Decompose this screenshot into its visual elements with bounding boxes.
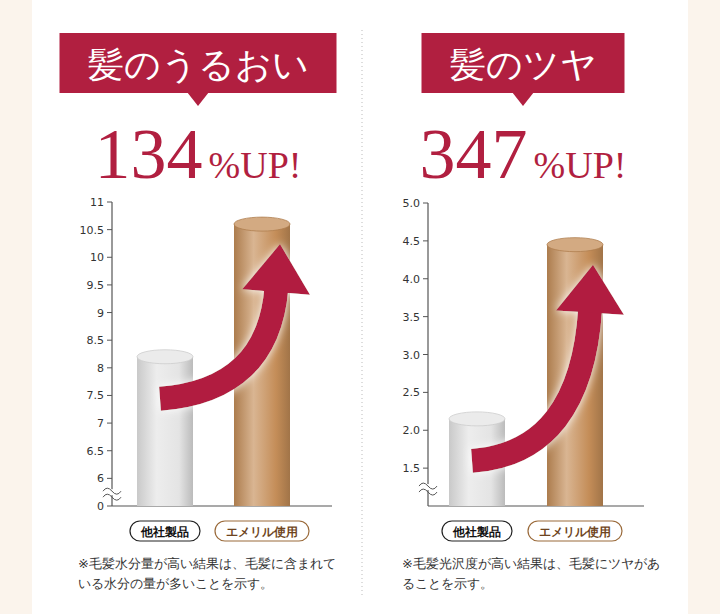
category-pill: エメリル使用 (528, 521, 622, 541)
pill-box (215, 521, 309, 541)
y-tick (107, 312, 112, 313)
y-tick-label: 6.5 (87, 445, 105, 458)
y-axis (111, 202, 112, 506)
headline-number: 134 (95, 114, 203, 194)
headline-suffix: %UP! (209, 144, 302, 186)
y-tick (423, 240, 428, 241)
y-tick-label: 0 (97, 500, 104, 513)
axis-break (103, 488, 121, 500)
category-label: エメリル使用 (226, 525, 298, 539)
y-tick (423, 430, 428, 431)
pill-box (528, 521, 622, 541)
y-tick-label: 4.5 (403, 235, 421, 248)
note: ※毛髪光沢度が高い結果は、毛髪にツヤがあることを示す。 (402, 554, 664, 594)
bar-top (234, 217, 290, 231)
axis-break-wave (419, 489, 437, 495)
category-label: 他社製品 (140, 525, 189, 539)
headline-number: 347 (420, 114, 528, 194)
arrow-head (556, 265, 624, 315)
headline: 347%UP! (420, 114, 627, 194)
title: 髪のツヤ (450, 45, 597, 85)
arrow (160, 244, 310, 399)
y-tick-label: 9 (97, 307, 104, 320)
category-label: 他社製品 (452, 525, 501, 539)
headline-suffix: %UP! (534, 144, 627, 186)
title-banner: 髪のうるおい (60, 33, 337, 106)
pill-box (442, 521, 512, 541)
y-tick (107, 257, 112, 258)
arrow-body (472, 309, 590, 461)
category-pill: 他社製品 (442, 521, 512, 541)
bars (449, 238, 603, 506)
y-tick (423, 278, 428, 279)
y-tick-label: 4.0 (403, 273, 421, 286)
y-tick (423, 392, 428, 393)
title-banner: 髪のツヤ (422, 33, 625, 106)
bar-top (547, 238, 603, 252)
banner-box (60, 33, 337, 93)
y-tick (423, 468, 428, 469)
category-label: エメリル使用 (539, 525, 611, 539)
axis-break-wave (103, 494, 121, 500)
y-tick (107, 202, 112, 203)
category-pill: エメリル使用 (215, 521, 309, 541)
y-tick-label: 3.5 (403, 311, 421, 324)
y-tick-label: 2.0 (403, 424, 421, 437)
y-tick-label: 10 (90, 251, 104, 264)
headline: 134%UP! (95, 114, 302, 194)
bar-top (137, 350, 193, 364)
bar (137, 357, 193, 506)
y-tick-label: 9.5 (87, 279, 105, 292)
divider (362, 30, 363, 595)
axis-break-wave (103, 488, 121, 494)
bar-top (449, 412, 505, 426)
y-tick (423, 203, 428, 204)
category-pill: 他社製品 (130, 521, 200, 541)
y-tick (107, 506, 112, 507)
y-tick (107, 229, 112, 230)
title: 髪のうるおい (88, 45, 309, 85)
y-tick-label: 11 (90, 196, 104, 209)
y-tick (423, 354, 428, 355)
chart-canvas: 髪のうるおい134%UP!066.577.588.599.51010.511他社… (0, 0, 720, 614)
y-tick-label: 6 (97, 472, 104, 485)
y-tick-label: 10.5 (80, 224, 105, 237)
y-tick (107, 478, 112, 479)
axis-break (419, 483, 437, 495)
axis-break-wave (419, 483, 437, 489)
chart-0: 髪のうるおい 134%UP! 0 6 6.5 7 7.5 8 8.5 9 9.5 10 10.5 11 他社… (60, 33, 337, 541)
y-tick (107, 367, 112, 368)
arrow (472, 265, 624, 461)
y-tick-label: 8 (97, 362, 104, 375)
y-tick-label: 3.0 (403, 349, 421, 362)
y-tick (423, 316, 428, 317)
y-tick (107, 395, 112, 396)
chart-1: 髪のツヤ 347%UP! 1.5 2.0 2.5 3.0 3.5 4.0 4.5 5.0 他社製品 エ… (403, 33, 645, 541)
banner-pointer (187, 92, 209, 106)
y-tick (107, 450, 112, 451)
note: ※毛髪水分量が高い結果は、毛髪に含まれている水分の量が多いことを示す。 (78, 554, 340, 594)
y-tick-label: 2.5 (403, 386, 421, 399)
y-tick-label: 1.5 (403, 462, 421, 475)
y-tick-label: 7.5 (87, 389, 105, 402)
y-tick-label: 8.5 (87, 334, 105, 347)
banner-pointer (512, 92, 534, 106)
y-tick (107, 340, 112, 341)
arrow-body (160, 288, 276, 399)
y-tick (107, 284, 112, 285)
y-tick-label: 7 (97, 417, 104, 430)
arrow-head (242, 244, 310, 295)
banner-box (422, 33, 625, 93)
y-tick-label: 5.0 (403, 197, 421, 210)
pill-box (130, 521, 200, 541)
y-tick (107, 423, 112, 424)
